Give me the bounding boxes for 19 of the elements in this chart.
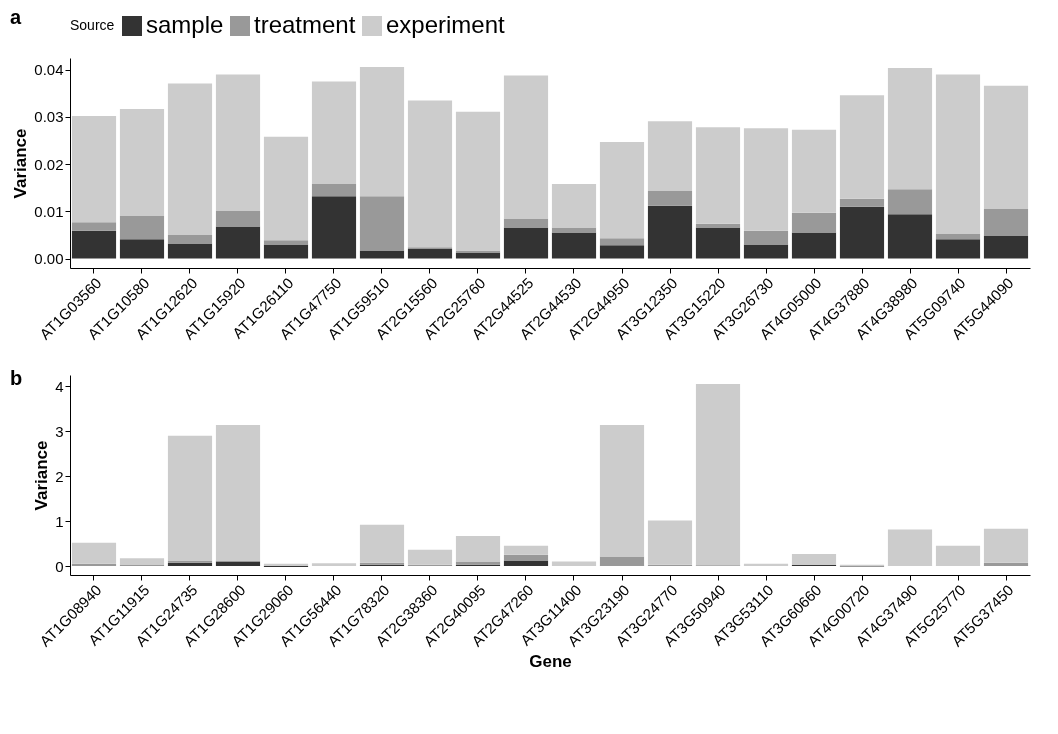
chart-title: a: [10, 6, 22, 28]
y-tick-label: 0.04: [34, 61, 64, 79]
y-tick-label: 0.00: [34, 250, 64, 268]
chart-title: b: [10, 367, 23, 389]
y-tick-label: 0.01: [34, 202, 64, 220]
y-tick-label: 0: [55, 557, 64, 575]
y-axis-title: Variance: [32, 440, 52, 511]
y-tick-label: 4: [55, 377, 64, 395]
y-axis-title: Variance: [11, 128, 31, 199]
y-tick-label: 3: [55, 422, 64, 440]
legend-title: Source: [70, 17, 115, 33]
x-axis-title: Gene: [529, 651, 572, 671]
legend-label: sample: [146, 11, 224, 38]
y-tick-label: 0.03: [34, 108, 64, 126]
y-tick-label: 2: [55, 467, 64, 485]
legend-label: experiment: [386, 11, 506, 38]
y-tick-label: 0.02: [34, 155, 64, 173]
y-tick-label: 1: [55, 512, 64, 530]
legend-label: treatment: [254, 11, 356, 38]
